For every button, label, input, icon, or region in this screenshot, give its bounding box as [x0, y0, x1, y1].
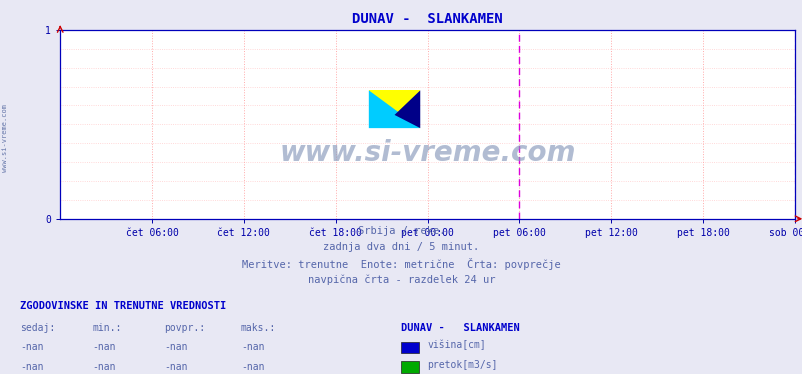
Text: Srbija / reke.: Srbija / reke. [358, 226, 444, 236]
Polygon shape [394, 91, 419, 128]
Text: zadnja dva dni / 5 minut.: zadnja dva dni / 5 minut. [323, 242, 479, 252]
Text: ZGODOVINSKE IN TRENUTNE VREDNOSTI: ZGODOVINSKE IN TRENUTNE VREDNOSTI [20, 301, 226, 310]
Text: pretok[m3/s]: pretok[m3/s] [427, 360, 497, 370]
Text: -nan: -nan [241, 362, 264, 372]
Text: -nan: -nan [92, 362, 115, 372]
FancyBboxPatch shape [368, 91, 419, 128]
Text: www.si-vreme.com: www.si-vreme.com [279, 139, 575, 167]
Text: sedaj:: sedaj: [20, 323, 55, 333]
Text: www.si-vreme.com: www.si-vreme.com [2, 104, 8, 172]
Text: višina[cm]: višina[cm] [427, 340, 485, 350]
Text: min.:: min.: [92, 323, 122, 333]
Text: -nan: -nan [241, 343, 264, 352]
Text: -nan: -nan [164, 362, 188, 372]
Title: DUNAV -  SLANKAMEN: DUNAV - SLANKAMEN [352, 12, 502, 26]
Text: -nan: -nan [164, 343, 188, 352]
Text: navpična črta - razdelek 24 ur: navpična črta - razdelek 24 ur [307, 275, 495, 285]
Text: Meritve: trenutne  Enote: metrične  Črta: povprečje: Meritve: trenutne Enote: metrične Črta: … [242, 258, 560, 270]
Text: povpr.:: povpr.: [164, 323, 205, 333]
Text: DUNAV -   SLANKAMEN: DUNAV - SLANKAMEN [401, 323, 520, 333]
Polygon shape [368, 91, 419, 128]
Text: -nan: -nan [20, 362, 43, 372]
Text: -nan: -nan [20, 343, 43, 352]
Text: maks.:: maks.: [241, 323, 276, 333]
Text: -nan: -nan [92, 343, 115, 352]
